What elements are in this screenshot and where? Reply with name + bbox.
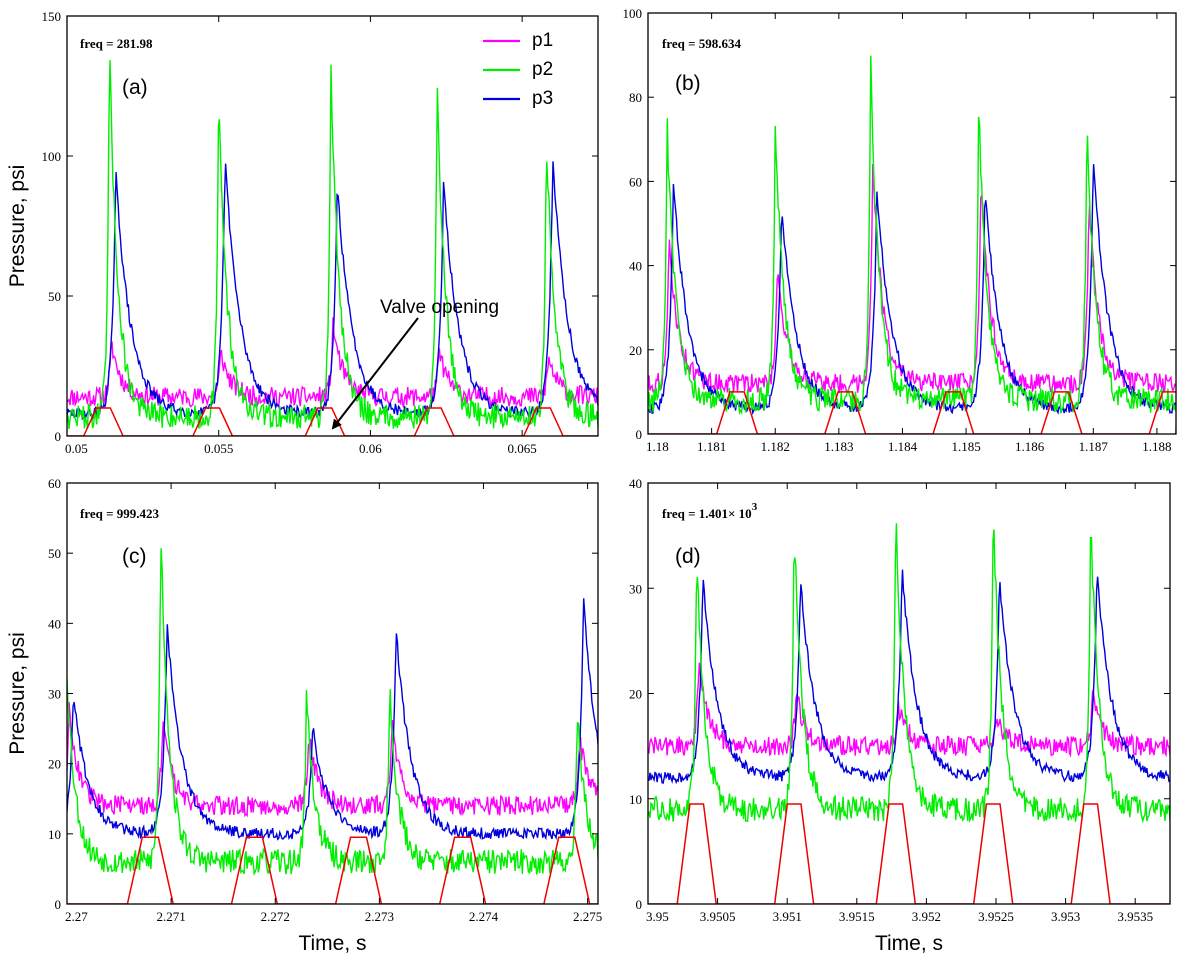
x-tick-label: 0.06 xyxy=(359,441,382,456)
x-tick-label: 2.275 xyxy=(573,909,602,924)
freq-label: freq = 999.423 xyxy=(80,506,160,521)
y-tick-label: 10 xyxy=(48,827,61,842)
x-tick-label: 2.273 xyxy=(365,909,394,924)
annotation-arrow xyxy=(331,317,419,430)
x-axis-label: Time, s xyxy=(298,932,366,955)
plot-frame xyxy=(66,482,599,905)
series-group xyxy=(67,548,598,904)
plot-frame xyxy=(66,15,599,437)
x-tick-label: 1.185 xyxy=(951,439,980,454)
series-group xyxy=(648,55,1176,434)
y-tick-label: 0 xyxy=(636,427,643,442)
freq-label: freq = 281.98 xyxy=(80,36,153,51)
x-tick-label: 1.184 xyxy=(888,439,918,454)
panel-label: (d) xyxy=(675,545,701,568)
x-tick-label: 1.187 xyxy=(1079,439,1109,454)
series-p1-line xyxy=(648,662,1170,758)
annotation-text: Valve opening xyxy=(380,297,499,318)
freq-label: freq = 598.634 xyxy=(662,36,742,51)
y-tick-label: 50 xyxy=(48,546,61,561)
y-tick-label: 40 xyxy=(629,476,642,491)
panel-label: (b) xyxy=(675,72,701,95)
y-tick-label: 0 xyxy=(55,429,62,444)
x-tick-label: 3.9535 xyxy=(1117,909,1153,924)
series-group xyxy=(67,60,598,436)
series-p1-line xyxy=(67,317,598,409)
x-tick-label: 2.274 xyxy=(469,909,499,924)
y-tick-label: 20 xyxy=(629,343,642,358)
y-tick-label: 20 xyxy=(48,757,61,772)
valve-opening-line xyxy=(67,836,598,904)
panel-label: (c) xyxy=(122,545,147,568)
x-tick-label: 1.186 xyxy=(1015,439,1045,454)
y-tick-label: 150 xyxy=(42,9,62,24)
x-tick-label: 2.271 xyxy=(156,909,185,924)
freq-label: freq = 1.401× 103 xyxy=(662,501,758,521)
series-p1-line xyxy=(67,702,598,818)
x-tick-label: 3.9515 xyxy=(839,909,875,924)
x-tick-label: 0.05 xyxy=(65,441,88,456)
y-tick-label: 0 xyxy=(55,897,62,912)
x-tick-label: 1.18 xyxy=(646,439,669,454)
x-tick-label: 3.951 xyxy=(773,909,802,924)
x-tick-label: 2.27 xyxy=(65,909,88,924)
legend-label-p1: p1 xyxy=(532,30,553,51)
panel-b: 1.18 1.181 1.182 1.183 1.184 1.185 1.186 1.187 1… xyxy=(623,6,1177,454)
x-tick-label: 3.953 xyxy=(1051,909,1080,924)
valve-opening-line xyxy=(648,803,1170,904)
x-tick-label: 3.952 xyxy=(912,909,941,924)
series-p1-line xyxy=(648,163,1176,394)
x-axis-label: Time, s xyxy=(875,932,943,955)
x-tick-label: 1.183 xyxy=(824,439,853,454)
series-p3-line xyxy=(648,569,1170,785)
panel-label: (a) xyxy=(122,76,148,99)
y-tick-label: 30 xyxy=(48,687,61,702)
x-tick-label: 1.188 xyxy=(1142,439,1171,454)
legend-label-p3: p3 xyxy=(532,88,553,109)
valve-opening-annotation: Valve opening xyxy=(331,297,499,430)
series-p2-line xyxy=(648,55,1176,416)
freq-exponent: 3 xyxy=(752,501,758,513)
legend-label-p2: p2 xyxy=(532,59,553,80)
legend: p1 p2 p3 xyxy=(483,30,553,109)
series-p2-line xyxy=(67,60,598,430)
x-tick-label: 1.182 xyxy=(761,439,790,454)
y-tick-label: 60 xyxy=(48,476,61,491)
x-tick-label: 0.065 xyxy=(508,441,537,456)
panel-a: 0.05 0.055 0.06 0.065 0 50 100 150 freq = 281.98… xyxy=(6,9,599,456)
x-tick-label: 3.9505 xyxy=(700,909,736,924)
valve-opening-line xyxy=(648,391,1176,434)
y-tick-label: 40 xyxy=(48,616,61,631)
x-tick-label: 0.055 xyxy=(204,441,233,456)
y-tick-label: 20 xyxy=(629,687,642,702)
series-p2-line xyxy=(67,548,598,877)
y-tick-label: 0 xyxy=(636,897,643,912)
y-tick-label: 60 xyxy=(629,174,642,189)
panel-c: 2.27 2.271 2.272 2.273 2.274 2.275 0 10 20 30 40 50… xyxy=(6,476,602,955)
y-tick-label: 100 xyxy=(42,149,62,164)
plot-frame xyxy=(647,12,1177,435)
y-tick-label: 30 xyxy=(629,581,642,596)
x-tick-label: 3.9525 xyxy=(978,909,1014,924)
y-tick-label: 50 xyxy=(48,289,61,304)
series-group xyxy=(648,523,1170,904)
series-p2-line xyxy=(648,523,1170,824)
x-tick-label: 2.272 xyxy=(261,909,290,924)
y-tick-label: 100 xyxy=(623,6,643,21)
series-p3-line xyxy=(67,161,598,421)
valve-opening-line xyxy=(67,407,598,436)
panel-d: 3.95 3.9505 3.951 3.9515 3.952 3.9525 3.953 3.9… xyxy=(629,476,1171,955)
y-tick-label: 10 xyxy=(629,792,642,807)
x-tick-label: 3.95 xyxy=(646,909,669,924)
y-axis-label: Pressure, psi xyxy=(6,165,29,288)
y-axis-label: Pressure, psi xyxy=(6,632,29,755)
y-tick-label: 40 xyxy=(629,259,642,274)
x-tick-label: 1.181 xyxy=(697,439,726,454)
y-tick-label: 80 xyxy=(629,90,642,105)
